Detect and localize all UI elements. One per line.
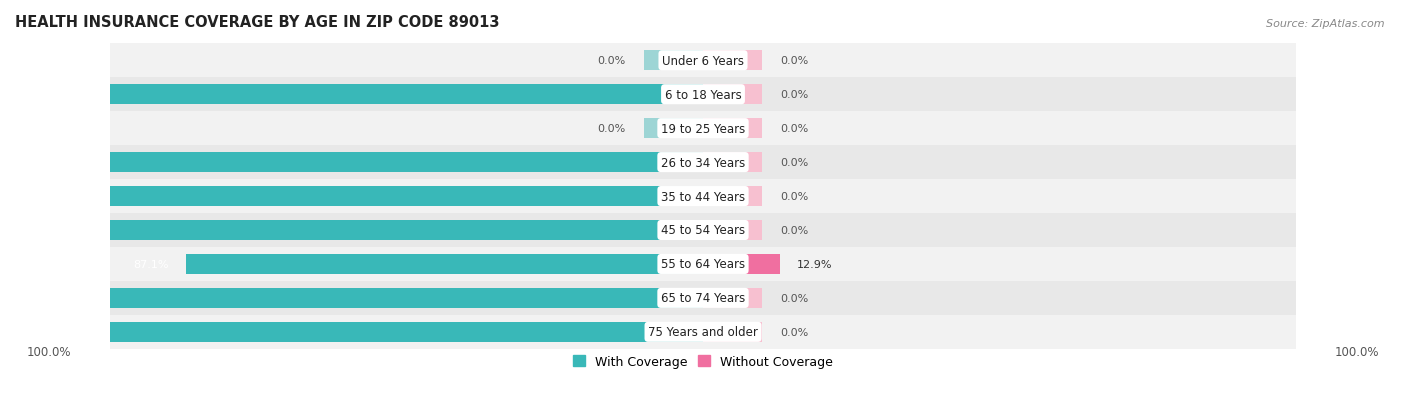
Text: 19 to 25 Years: 19 to 25 Years <box>661 122 745 135</box>
Bar <box>703 153 762 173</box>
Bar <box>703 254 779 274</box>
Text: Under 6 Years: Under 6 Years <box>662 55 744 68</box>
Bar <box>703 119 762 139</box>
Bar <box>703 187 762 206</box>
Text: 0.0%: 0.0% <box>780 90 808 100</box>
Text: 0.0%: 0.0% <box>780 293 808 303</box>
Text: 100.0%: 100.0% <box>1334 345 1379 358</box>
Bar <box>703 288 762 308</box>
Bar <box>110 288 703 308</box>
Text: 26 to 34 Years: 26 to 34 Years <box>661 156 745 169</box>
Bar <box>110 322 703 342</box>
Bar <box>110 214 1296 247</box>
Bar <box>110 281 1296 315</box>
Text: 0.0%: 0.0% <box>780 225 808 235</box>
Text: 75 Years and older: 75 Years and older <box>648 325 758 339</box>
Text: 100.0%: 100.0% <box>49 327 93 337</box>
Bar <box>110 180 1296 214</box>
Text: 0.0%: 0.0% <box>780 158 808 168</box>
Bar <box>110 315 1296 349</box>
Text: 100.0%: 100.0% <box>49 90 93 100</box>
Text: 12.9%: 12.9% <box>797 259 832 269</box>
Bar <box>703 51 762 71</box>
Bar <box>703 322 762 342</box>
Bar <box>644 119 703 139</box>
Bar <box>110 44 1296 78</box>
Bar <box>110 78 1296 112</box>
Text: 65 to 74 Years: 65 to 74 Years <box>661 292 745 305</box>
Text: 100.0%: 100.0% <box>27 345 72 358</box>
Bar <box>110 153 703 173</box>
Text: 0.0%: 0.0% <box>780 192 808 202</box>
Text: 6 to 18 Years: 6 to 18 Years <box>665 88 741 102</box>
Text: 0.0%: 0.0% <box>780 56 808 66</box>
Bar <box>110 112 1296 146</box>
Legend: With Coverage, Without Coverage: With Coverage, Without Coverage <box>568 350 838 373</box>
Bar <box>110 221 703 240</box>
Bar <box>110 85 703 105</box>
Bar <box>187 254 703 274</box>
Text: 100.0%: 100.0% <box>49 293 93 303</box>
Text: 0.0%: 0.0% <box>780 327 808 337</box>
Bar <box>110 187 703 206</box>
Text: 87.1%: 87.1% <box>134 259 169 269</box>
Bar <box>110 247 1296 281</box>
Text: 35 to 44 Years: 35 to 44 Years <box>661 190 745 203</box>
Bar <box>644 51 703 71</box>
Text: 45 to 54 Years: 45 to 54 Years <box>661 224 745 237</box>
Text: 55 to 64 Years: 55 to 64 Years <box>661 258 745 271</box>
Text: 100.0%: 100.0% <box>49 225 93 235</box>
Bar <box>110 146 1296 180</box>
Text: 0.0%: 0.0% <box>598 124 626 134</box>
Bar <box>703 85 762 105</box>
Text: 0.0%: 0.0% <box>598 56 626 66</box>
Text: 100.0%: 100.0% <box>49 192 93 202</box>
Text: Source: ZipAtlas.com: Source: ZipAtlas.com <box>1267 19 1385 28</box>
Text: 100.0%: 100.0% <box>49 158 93 168</box>
Text: 0.0%: 0.0% <box>780 124 808 134</box>
Bar <box>703 221 762 240</box>
Text: HEALTH INSURANCE COVERAGE BY AGE IN ZIP CODE 89013: HEALTH INSURANCE COVERAGE BY AGE IN ZIP … <box>15 15 499 30</box>
